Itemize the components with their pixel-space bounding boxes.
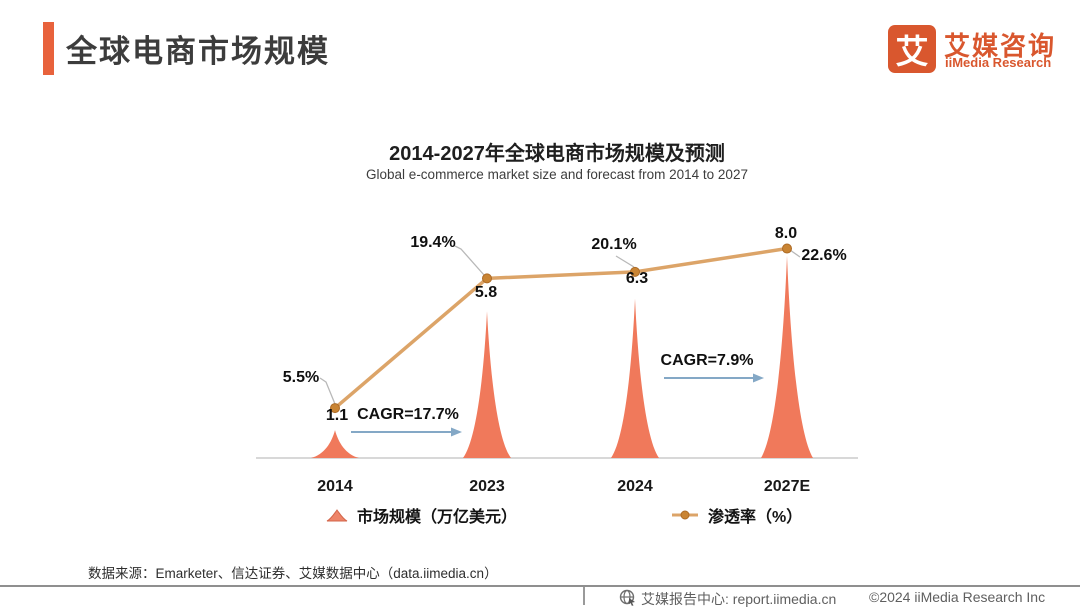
market-size-peak-2023 — [463, 311, 511, 458]
x-label-2023: 2023 — [469, 478, 505, 495]
legend-item-market-size: 市场规模（万亿美元） — [326, 503, 517, 527]
market-size-peak-2027E — [761, 255, 813, 458]
cagr-arrow-head-1 — [451, 427, 462, 437]
page-title: 全球电商市场规模 — [66, 34, 330, 69]
footer-left-tick — [583, 587, 585, 605]
market-size-label-2027e: 8.0 — [774, 225, 798, 242]
logo-glyph: 艾 — [895, 33, 929, 70]
iimedia-logo-icon: 艾 — [888, 25, 936, 73]
market-size-peak-2024 — [611, 298, 659, 458]
chart-subtitle: Global e-commerce market size and foreca… — [366, 167, 748, 182]
chart-title: 2014-2027年全球电商市场规模及预测 — [389, 143, 725, 165]
legend-item-penetration: 渗透率（%） — [671, 503, 802, 527]
label-leader-line-2 — [615, 255, 635, 268]
logo-name-cn: 艾媒咨询 — [944, 31, 1057, 61]
logo-name-en: iiMedia Research — [945, 55, 1052, 70]
cagr-annotation-2: CAGR=7.9% — [660, 352, 754, 369]
cagr-arrow-head-2 — [753, 373, 764, 383]
market-size-label-2024: 6.3 — [625, 270, 649, 287]
cagr-annotation-1: CAGR=17.7% — [357, 406, 459, 423]
market-size-label-2014: 1.1 — [325, 407, 349, 424]
penetration-label-2024: 20.1% — [591, 236, 637, 253]
label-leader-line-0 — [319, 377, 336, 405]
penetration-label-2023: 19.4% — [410, 234, 456, 251]
label-leader-line-3 — [789, 249, 801, 258]
x-label-2014: 2014 — [317, 478, 353, 495]
legend-line-dot-icon — [672, 510, 698, 520]
legend-label-market-size: 市场规模（万亿美元） — [357, 509, 518, 526]
legend-triangle-icon — [326, 509, 348, 522]
penetration-label-2027e: 22.6% — [801, 247, 847, 264]
penetration-line — [333, 246, 788, 410]
penetration-point-2014 — [330, 403, 340, 414]
penetration-point-2027E — [782, 243, 792, 254]
market-size-label-2023: 5.8 — [474, 284, 498, 301]
footer-report-center-link[interactable]: 艾媒报告中心: report.iimedia.cn — [641, 591, 837, 607]
x-label-2027e: 2027E — [763, 478, 811, 495]
legend-label-penetration: 渗透率（%） — [708, 509, 803, 526]
footer-copyright: ©2024 iiMedia Research Inc — [869, 589, 1046, 605]
market-size-peak-2014 — [311, 430, 359, 458]
label-leader-line-1 — [454, 245, 485, 276]
footer-divider — [0, 585, 1080, 587]
penetration-point-2024 — [630, 266, 640, 277]
title-accent-bar — [43, 22, 54, 75]
x-label-2024: 2024 — [617, 478, 653, 495]
penetration-label-2014: 5.5% — [282, 369, 320, 386]
data-source-note: 数据来源：Emarketer、信达证券、艾媒数据中心（data.iimedia.… — [88, 566, 498, 581]
report-center-globe-icon — [619, 589, 635, 606]
penetration-point-2023 — [482, 273, 492, 284]
